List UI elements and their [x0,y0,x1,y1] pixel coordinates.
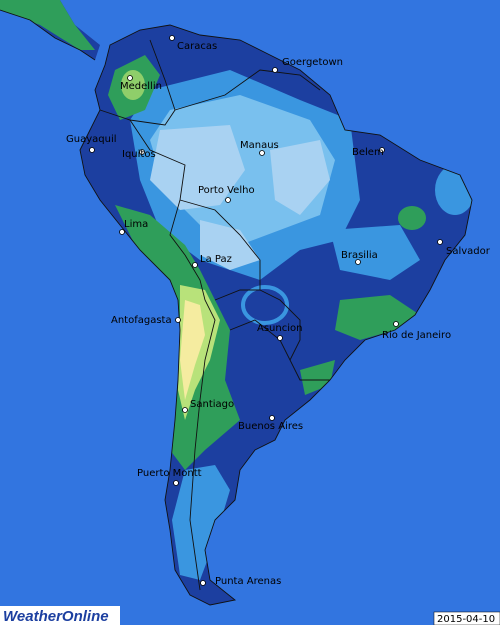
city-dot [259,150,265,156]
city-label: Rio de Janeiro [382,330,451,341]
city-markers [89,35,443,586]
city-dot [139,149,145,155]
precip-zone [180,300,205,400]
city-label: Medellin [120,81,162,92]
city-label: Iquitos [122,149,156,160]
city-dot [437,239,443,245]
city-dot [200,580,206,586]
precip-zone [121,70,145,100]
city-dot [192,262,198,268]
city-label: Caracas [177,41,217,52]
city-label: Buenos Aires [238,421,303,432]
precip-zone [150,125,245,210]
precip-zone [0,0,95,50]
borders [0,9,473,606]
city-label: Lima [124,219,148,230]
city-label: Salvador [446,246,491,257]
city-dot [127,75,133,81]
city-label: Brasilia [341,250,378,261]
city-dot [379,147,385,153]
city-dot [272,67,278,73]
date-box [433,611,500,625]
city-dot [393,321,399,327]
city-label: Manaus [240,140,279,151]
precip-zone [270,140,330,215]
precip-zone [200,220,260,270]
city-dot [169,35,175,41]
precip-zone [330,225,420,280]
city-dot [119,229,125,235]
date: 2015-04-10 [437,614,495,625]
precip-zone [398,206,426,230]
city-dot [277,335,283,341]
precip-zone [335,295,420,340]
city-dot [355,259,361,265]
city-label: Goergetown [282,57,343,68]
city-label: La Paz [200,254,232,265]
city-dot [182,407,188,413]
precip-zone [172,465,230,580]
city-label: Asuncion [257,323,302,334]
city-dot [173,480,179,486]
city-labels: Caracas Goergetown Medellin Guayaquil Iq… [66,41,491,587]
city-label: Guayaquil [66,134,117,145]
city-label: Puerto Montt [137,468,202,479]
city-dot [269,415,275,421]
city-label: Antofagasta [111,315,172,326]
city-label: Punta Arenas [215,576,281,587]
logo-box [0,606,120,625]
logo: WeatherOnline [3,608,109,625]
city-label: Santiago [190,399,234,410]
precip-zone [241,285,289,325]
city-label: Porto Velho [198,185,255,196]
city-dot [89,147,95,153]
city-dot [225,197,231,203]
city-dot [175,317,181,323]
city-label: Belem [352,147,384,158]
